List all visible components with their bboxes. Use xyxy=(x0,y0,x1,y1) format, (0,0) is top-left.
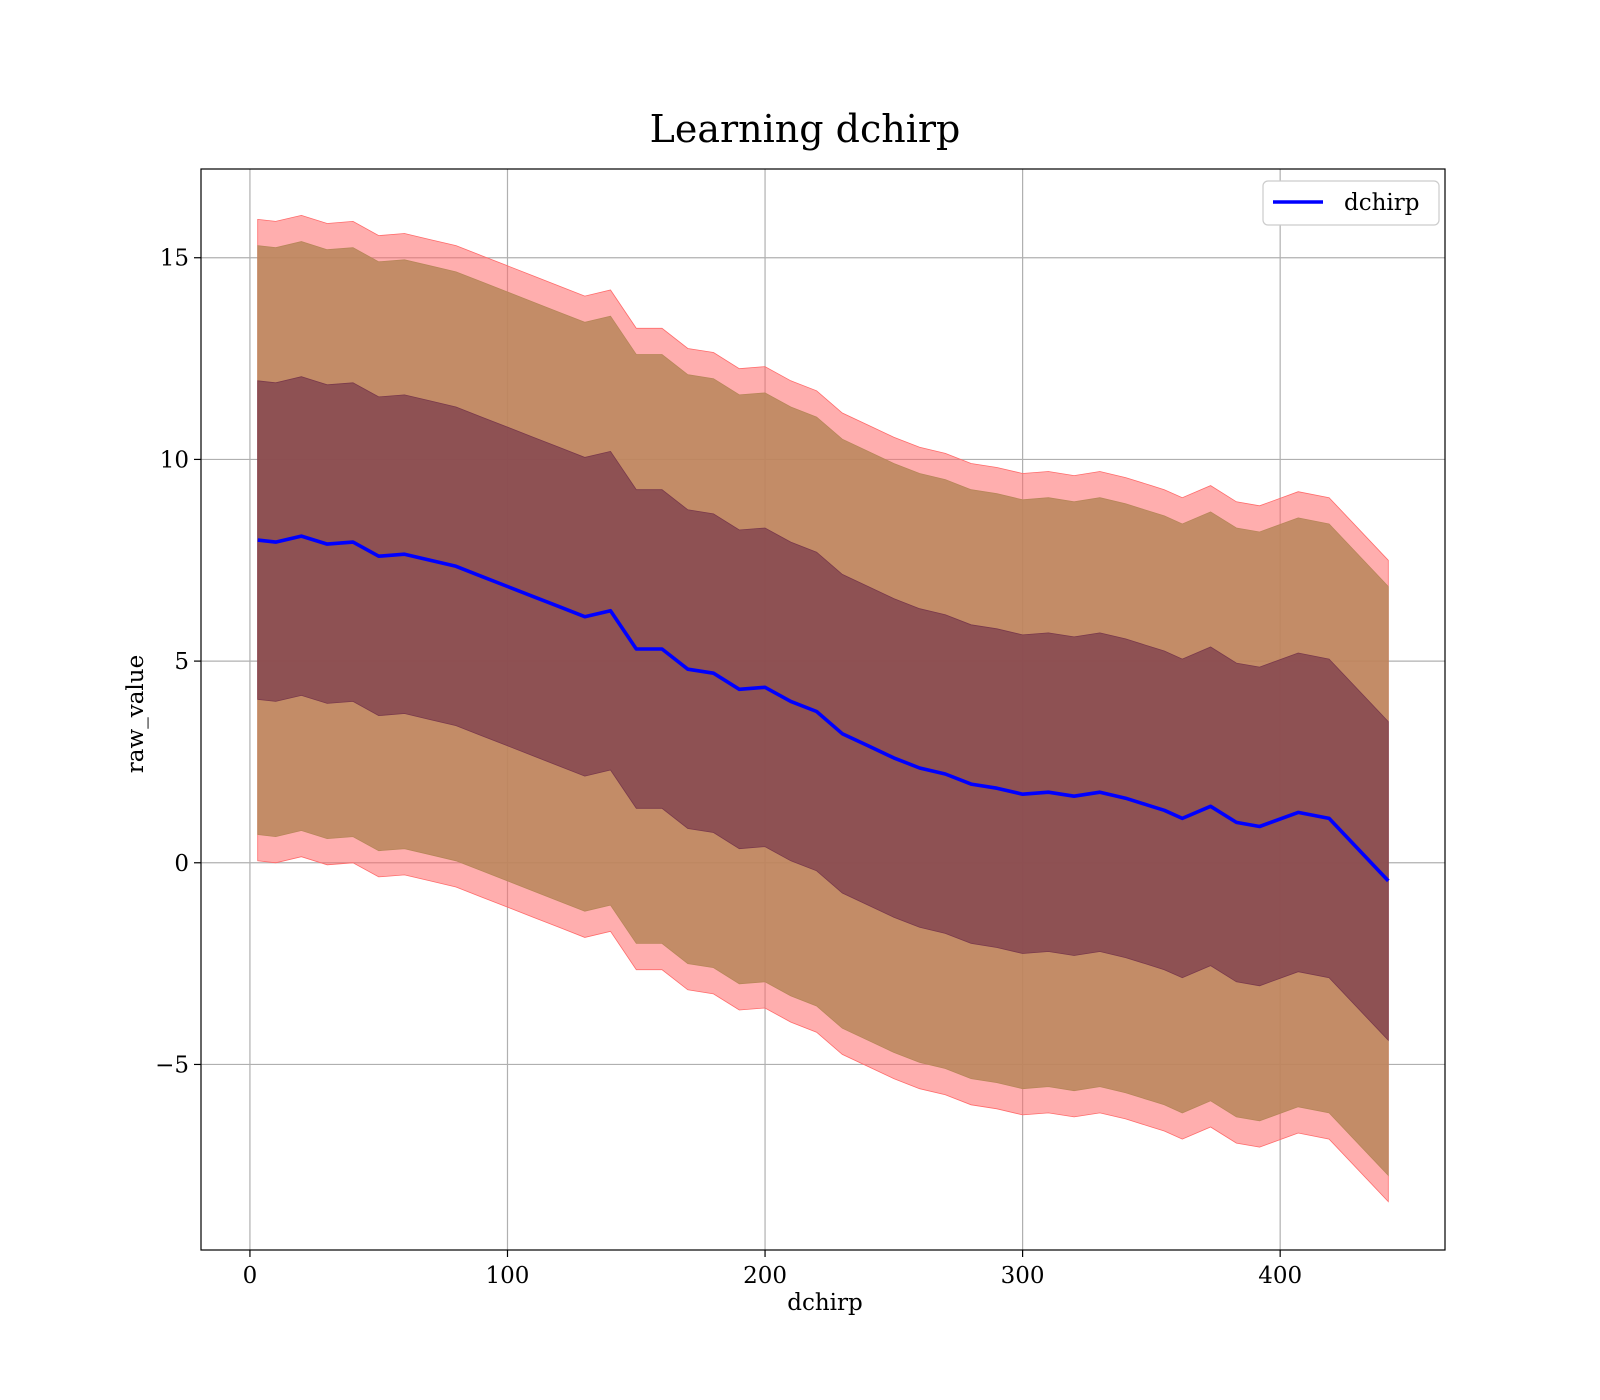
chart-title: Learning dchirp xyxy=(650,107,961,151)
x-axis-label: dchirp xyxy=(787,1290,863,1316)
band-1-sigma xyxy=(257,376,1389,1042)
x-tick-label-1: 100 xyxy=(486,1263,530,1289)
y-tick-label-3: 10 xyxy=(160,447,189,473)
confidence-bands xyxy=(257,214,1389,1203)
x-tick-label-3: 300 xyxy=(1001,1263,1045,1289)
series-line-dchirp xyxy=(257,534,1390,883)
x-tick-label-0: 0 xyxy=(243,1263,258,1289)
legend-box xyxy=(1262,180,1440,226)
legend: dchirp xyxy=(1262,180,1440,226)
y-axis-label: raw_value xyxy=(123,655,149,773)
legend-label-dchirp: dchirp xyxy=(1344,190,1420,216)
x-axis-ticks: 0 100 200 300 400 xyxy=(243,1250,1302,1289)
x-tick-label-4: 400 xyxy=(1258,1263,1302,1289)
y-axis-ticks: −5 0 5 10 15 xyxy=(155,246,201,1078)
y-tick-label-2: 5 xyxy=(174,649,189,675)
y-tick-label-4: 15 xyxy=(160,246,189,272)
y-tick-label-0: −5 xyxy=(155,1052,189,1078)
axes-frame xyxy=(200,168,1446,1251)
x-tick-label-2: 200 xyxy=(743,1263,787,1289)
y-tick-label-1: 0 xyxy=(174,851,189,877)
plot-area xyxy=(200,168,1446,1251)
